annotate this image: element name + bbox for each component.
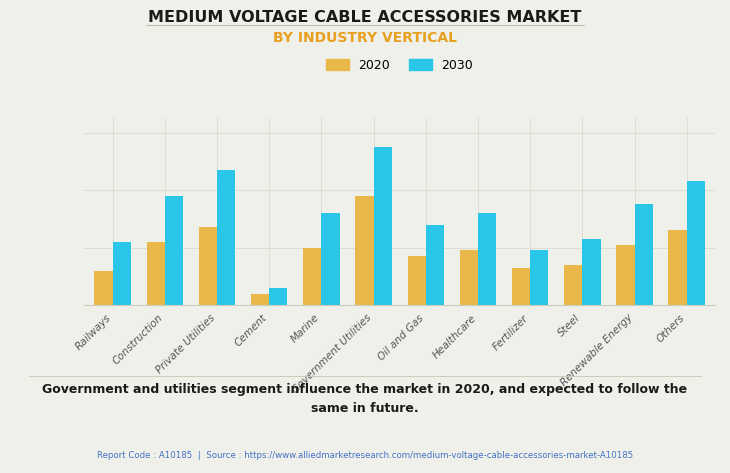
Bar xyxy=(147,242,165,305)
Bar xyxy=(94,271,112,305)
Bar xyxy=(530,251,548,305)
Text: Government and utilities segment influence the market in 2020, and expected to f: Government and utilities segment influen… xyxy=(42,383,688,415)
Bar xyxy=(251,294,269,305)
Bar xyxy=(321,213,339,305)
Bar xyxy=(478,213,496,305)
Bar xyxy=(217,170,235,305)
Bar xyxy=(512,268,530,305)
Bar xyxy=(426,225,444,305)
Bar xyxy=(303,247,321,305)
Text: Report Code : A10185  |  Source : https://www.alliedmarketresearch.com/medium-vo: Report Code : A10185 | Source : https://… xyxy=(97,451,633,460)
Bar xyxy=(165,196,183,305)
Text: BY INDUSTRY VERTICAL: BY INDUSTRY VERTICAL xyxy=(273,31,457,45)
Bar xyxy=(460,251,478,305)
Bar xyxy=(616,245,634,305)
Bar xyxy=(374,147,392,305)
Bar xyxy=(199,228,217,305)
Legend: 2020, 2030: 2020, 2030 xyxy=(321,53,478,77)
Bar xyxy=(356,196,374,305)
Bar xyxy=(634,204,653,305)
Bar xyxy=(112,242,131,305)
Text: MEDIUM VOLTAGE CABLE ACCESSORIES MARKET: MEDIUM VOLTAGE CABLE ACCESSORIES MARKET xyxy=(148,10,582,26)
Bar xyxy=(669,230,687,305)
Bar xyxy=(583,239,601,305)
Bar xyxy=(564,265,583,305)
Bar xyxy=(687,182,705,305)
Bar xyxy=(407,256,426,305)
Bar xyxy=(269,288,288,305)
